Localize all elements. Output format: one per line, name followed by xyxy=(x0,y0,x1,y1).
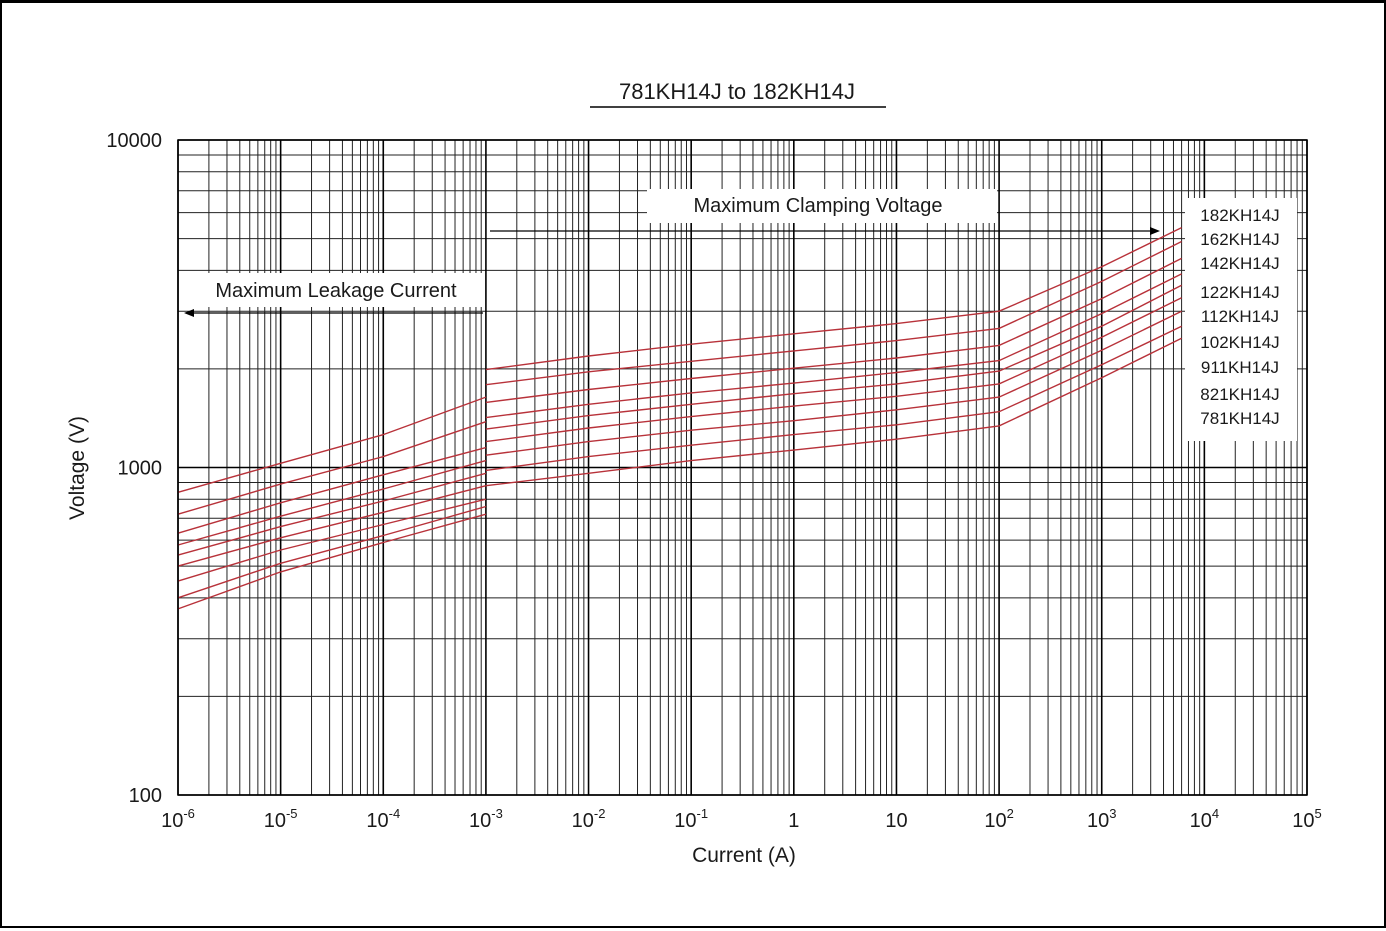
leakage-curve-911KH14J xyxy=(177,498,487,582)
legend-label: 182KH14J xyxy=(1200,206,1279,225)
plot-border xyxy=(177,139,1308,796)
x-tick-label: 104 xyxy=(1190,806,1219,832)
x-tick-label: 10 xyxy=(885,810,907,832)
leakage-label-box xyxy=(184,273,482,307)
clamping-label: Maximum Clamping Voltage xyxy=(694,195,943,217)
leakage-curve-102KH14J xyxy=(177,485,487,567)
clamping-curve-162KH14J xyxy=(485,240,1182,386)
legend-label: 911KH14J xyxy=(1201,358,1279,377)
x-tick-label: 102 xyxy=(984,806,1013,832)
clamping-curve-821KH14J xyxy=(485,325,1182,472)
annotations: Maximum Clamping Voltage Maximum Leakage… xyxy=(184,189,1160,317)
leakage-curve-821KH14J xyxy=(177,505,487,599)
clamping-arrowhead xyxy=(1150,227,1160,235)
leakage-arrowhead xyxy=(184,309,194,317)
x-tick-label: 105 xyxy=(1292,806,1321,832)
leakage-curve-781KH14J xyxy=(177,513,487,610)
leakage-curve-112KH14J xyxy=(177,472,487,556)
legend-label: 142KH14J xyxy=(1200,254,1279,273)
leakage-curve-162KH14J xyxy=(177,421,487,515)
x-tick-label: 10-5 xyxy=(264,806,298,832)
leakage-curve-122KH14J xyxy=(177,459,487,546)
x-tick-label: 103 xyxy=(1087,806,1116,832)
x-tick-labels: 10-6 10-5 10-4 10-3 10-2 10-1 1 10 102 103 104 105 xyxy=(161,806,1322,832)
legend-label: 821KH14J xyxy=(1200,385,1279,404)
clamping-curve-911KH14J xyxy=(485,310,1182,456)
y-axis-label: Voltage (V) xyxy=(66,416,89,520)
clamping-label-box xyxy=(647,189,997,223)
x-tick-label: 10-2 xyxy=(572,806,606,832)
x-axis-label: Current (A) xyxy=(692,844,796,867)
legend-label: 122KH14J xyxy=(1200,283,1279,302)
legend-label: 102KH14J xyxy=(1200,333,1279,352)
y-tick-label: 10000 xyxy=(106,130,162,152)
legend-entries: 182KH14J 162KH14J 142KH14J 122KH14J 112KH14J… xyxy=(1200,206,1279,428)
x-tick-label: 10-6 xyxy=(161,806,195,832)
x-tick-label: 10-3 xyxy=(469,806,503,832)
leakage-curve-142KH14J xyxy=(177,446,487,534)
clamping-curve-112KH14J xyxy=(485,284,1182,430)
x-tick-label: 1 xyxy=(788,810,799,832)
legend-label: 781KH14J xyxy=(1200,409,1279,428)
clamping-curve-122KH14J xyxy=(485,273,1182,419)
leakage-label: Maximum Leakage Current xyxy=(215,280,457,302)
leakage-curve-182KH14J xyxy=(177,396,487,493)
clamping-curve-781KH14J xyxy=(485,337,1182,487)
x-tick-label: 10-1 xyxy=(674,806,708,832)
y-tick-labels: 100 1000 10000 xyxy=(106,130,162,807)
y-tick-label: 1000 xyxy=(118,458,163,480)
legend xyxy=(1185,198,1297,441)
clamping-curve-102KH14J xyxy=(485,297,1182,443)
chart-title: 781KH14J to 182KH14J xyxy=(619,79,855,104)
x-tick-label: 10-4 xyxy=(366,806,400,832)
series-curves xyxy=(177,226,1182,610)
legend-label: 112KH14J xyxy=(1201,307,1279,326)
chart: Maximum Clamping Voltage Maximum Leakage… xyxy=(66,79,1322,867)
y-tick-label: 100 xyxy=(129,785,162,807)
clamping-curve-142KH14J xyxy=(485,257,1182,404)
legend-label: 162KH14J xyxy=(1200,230,1279,249)
clamping-curve-182KH14J xyxy=(485,226,1182,371)
